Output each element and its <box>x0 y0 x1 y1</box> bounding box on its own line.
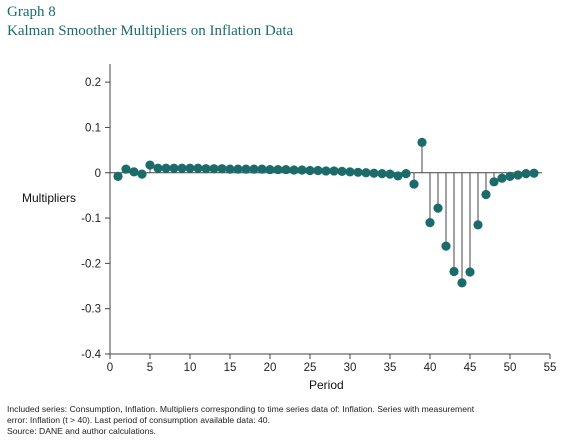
data-point <box>305 165 315 176</box>
data-point <box>177 163 187 173</box>
chart-stems <box>117 142 535 283</box>
data-point <box>329 166 339 176</box>
data-point <box>441 241 451 251</box>
x-tick-label: 20 <box>264 362 277 374</box>
data-point <box>481 189 491 200</box>
data-point <box>385 169 395 179</box>
data-point <box>209 164 219 174</box>
data-point <box>473 220 483 230</box>
data-point <box>321 166 331 176</box>
data-point <box>249 164 259 174</box>
footnote-included-series: Included series: Consumption, Inflation.… <box>7 404 475 414</box>
data-point <box>377 169 387 179</box>
data-point <box>361 168 371 178</box>
data-point <box>409 179 419 189</box>
y-axis-label: Multipliers <box>22 191 77 205</box>
stem-chart: -0.4 -0.3 -0.2 -0.1 0 0.1 0.2 0 5 10 15 20 25 30 35 40 4… <box>81 64 556 374</box>
data-point <box>265 164 275 175</box>
footnote-measurement-error: error: Inflation (t > 40). Last period o… <box>7 415 270 425</box>
data-point <box>345 167 355 177</box>
data-point <box>289 165 299 175</box>
data-point <box>457 278 467 288</box>
data-point <box>449 266 459 277</box>
data-point <box>489 177 499 187</box>
data-point <box>337 166 347 176</box>
data-point <box>233 164 243 174</box>
chart-footnotes: Included series: Consumption, Inflation.… <box>7 404 573 437</box>
x-axis-label: Period <box>309 378 344 392</box>
data-point <box>401 169 411 179</box>
x-tick-label: 0 <box>107 362 113 374</box>
data-point <box>513 170 523 180</box>
y-tick-label: 0.1 <box>85 122 101 134</box>
y-tick-label: -0.4 <box>81 349 101 361</box>
data-point <box>153 163 163 173</box>
x-tick-label: 45 <box>464 362 477 374</box>
data-point <box>297 165 307 175</box>
y-tick-label: -0.2 <box>81 258 101 270</box>
data-point <box>465 267 475 277</box>
x-tick-label: 50 <box>504 362 517 374</box>
data-point <box>241 164 251 174</box>
data-point <box>273 164 283 175</box>
data-point <box>113 171 123 181</box>
data-point <box>217 164 227 174</box>
data-point <box>129 167 139 177</box>
data-point <box>417 137 427 147</box>
x-tick-label: 35 <box>384 362 397 374</box>
data-point <box>281 164 291 175</box>
data-point <box>353 167 363 177</box>
footnote-source: Source: DANE and author calculations. <box>7 426 157 436</box>
y-tick-label: 0.2 <box>85 77 101 89</box>
graph-number: Graph 8 <box>7 4 56 20</box>
data-point <box>313 165 323 176</box>
x-tick-label: 55 <box>544 362 557 374</box>
y-tick-label: 0 <box>95 168 101 180</box>
data-point <box>369 168 379 178</box>
data-point <box>505 171 515 181</box>
y-tick-label: -0.1 <box>81 213 101 225</box>
data-point <box>425 217 435 228</box>
data-point <box>137 169 147 179</box>
x-tick-label: 30 <box>344 362 357 374</box>
data-point <box>497 173 507 183</box>
data-point <box>433 203 443 213</box>
chart-title: Kalman Smoother Multipliers on Inflation… <box>7 23 294 39</box>
data-point <box>193 163 203 173</box>
data-point <box>393 171 403 181</box>
data-point <box>121 164 131 174</box>
data-point <box>529 168 539 178</box>
data-point <box>145 160 155 170</box>
data-point <box>257 164 267 174</box>
x-tick-label: 5 <box>147 362 153 374</box>
x-tick-label: 40 <box>424 362 437 374</box>
data-point <box>201 164 211 174</box>
x-tick-label: 10 <box>184 362 197 374</box>
y-tick-label: -0.3 <box>81 304 101 316</box>
chart-markers <box>113 137 539 288</box>
data-point <box>161 163 171 173</box>
data-point <box>521 169 531 179</box>
x-tick-label: 25 <box>304 362 317 374</box>
data-point <box>185 163 195 173</box>
data-point <box>169 163 179 173</box>
data-point <box>225 164 235 174</box>
chart-axes: -0.4 -0.3 -0.2 -0.1 0 0.1 0.2 0 5 10 15 20 25 30 35 40 4… <box>81 64 556 374</box>
x-tick-label: 15 <box>224 362 237 374</box>
